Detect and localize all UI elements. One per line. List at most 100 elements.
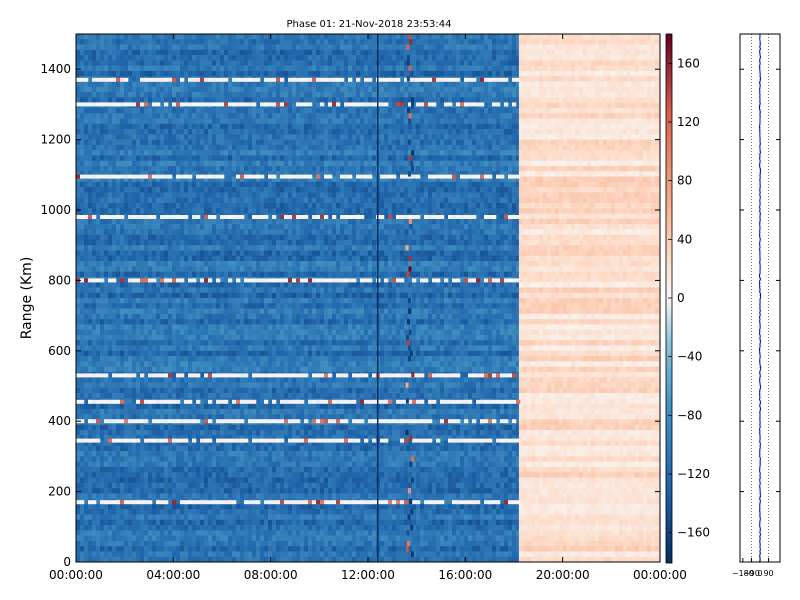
heatmap-cell	[188, 108, 192, 114]
heatmap-cell	[448, 235, 452, 241]
heatmap-cell	[212, 97, 216, 103]
heatmap-cell	[356, 124, 360, 130]
heatmap-cell	[156, 198, 160, 204]
heatmap-cell	[444, 208, 448, 214]
heatmap-cell	[160, 34, 164, 40]
heatmap-cell	[224, 171, 228, 177]
heatmap-cell	[112, 187, 116, 193]
heatmap-cell	[212, 82, 216, 88]
heatmap-cell	[76, 235, 80, 241]
heatmap-cell	[308, 224, 312, 230]
heatmap-cell	[260, 155, 264, 161]
heatmap-cell	[248, 55, 252, 61]
heatmap-cell	[152, 208, 156, 214]
heatmap-cell	[508, 150, 512, 156]
heatmap-cell	[512, 39, 516, 45]
heatmap-cell	[224, 229, 228, 235]
heatmap-cell	[348, 250, 352, 256]
heatmap-cell	[508, 60, 512, 66]
heatmap-cell	[228, 203, 232, 209]
heatmap-cell	[440, 192, 444, 198]
heatmap-cell	[368, 261, 372, 267]
heatmap-cell	[104, 82, 108, 88]
heatmap-cell	[396, 45, 400, 51]
heatmap-cell	[364, 250, 368, 256]
heatmap-cell	[252, 140, 256, 146]
heatmap-cell	[128, 66, 132, 72]
heatmap-cell	[476, 240, 480, 246]
heatmap-cell	[256, 208, 260, 214]
heatmap-cell	[260, 235, 264, 241]
heatmap-cell	[328, 87, 332, 93]
heatmap-cell	[420, 171, 424, 177]
heatmap-cell	[104, 155, 108, 161]
heatmap-cell	[468, 245, 472, 251]
heatmap-cell	[192, 150, 196, 156]
heatmap-cell	[308, 214, 312, 220]
heatmap-cell	[396, 129, 400, 135]
heatmap-cell	[188, 266, 192, 272]
heatmap-cell	[156, 261, 160, 267]
heatmap-cell	[220, 166, 224, 172]
heatmap-cell	[112, 71, 116, 77]
heatmap-cell	[84, 71, 88, 77]
heatmap-cell	[272, 203, 276, 209]
heatmap-cell	[228, 229, 232, 235]
heatmap-cell	[352, 171, 356, 177]
heatmap-cell	[488, 198, 492, 204]
heatmap-cell	[196, 198, 200, 204]
heatmap-cell	[468, 92, 472, 98]
heatmap-cell	[100, 145, 104, 151]
heatmap-cell	[336, 155, 340, 161]
heatmap-cell	[372, 87, 376, 93]
heatmap-cell	[216, 224, 220, 230]
heatmap-cell	[456, 113, 460, 119]
heatmap-cell	[108, 208, 112, 214]
heatmap-cell	[232, 203, 236, 209]
heatmap-cell	[348, 55, 352, 61]
heatmap-cell	[116, 124, 120, 130]
heatmap-cell	[240, 87, 244, 93]
heatmap-cell	[400, 261, 404, 267]
heatmap-cell	[132, 60, 136, 66]
heatmap-cell	[492, 166, 496, 172]
heatmap-cell	[360, 118, 364, 124]
heatmap-cell	[168, 108, 172, 114]
heatmap-cell	[140, 39, 144, 45]
heatmap-cell	[368, 50, 372, 56]
heatmap-cell	[488, 39, 492, 45]
heatmap-cell	[408, 261, 412, 267]
heatmap-cell	[368, 134, 372, 140]
heatmap-cell	[232, 97, 236, 103]
heatmap-cell	[472, 97, 476, 103]
heatmap-cell	[468, 55, 472, 61]
heatmap-cell	[120, 203, 124, 209]
heatmap-cell	[288, 134, 292, 140]
heatmap-cell	[284, 113, 288, 119]
heatmap-cell	[480, 155, 484, 161]
heatmap-cell	[180, 266, 184, 272]
heatmap-cell	[404, 140, 408, 146]
heatmap-cell	[256, 224, 260, 230]
heatmap-cell	[412, 108, 416, 114]
heatmap-cell	[440, 203, 444, 209]
heatmap-cell	[424, 92, 428, 98]
heatmap-cell	[188, 150, 192, 156]
heatmap-cell	[264, 140, 268, 146]
heatmap-cell	[168, 103, 172, 109]
heatmap-cell	[304, 208, 308, 214]
heatmap-cell	[448, 245, 452, 251]
heatmap-cell	[264, 208, 268, 214]
heatmap-cell	[132, 34, 136, 40]
heatmap-cell	[492, 245, 496, 251]
heatmap-cell	[236, 66, 240, 72]
heatmap-cell	[216, 134, 220, 140]
heatmap-cell	[128, 229, 132, 235]
heatmap-cell	[488, 103, 492, 109]
heatmap-cell	[432, 240, 436, 246]
heatmap-cell	[444, 192, 448, 198]
heatmap-cell	[324, 235, 328, 241]
heatmap-cell	[492, 92, 496, 98]
heatmap-cell	[428, 166, 432, 172]
heatmap-cell	[344, 224, 348, 230]
